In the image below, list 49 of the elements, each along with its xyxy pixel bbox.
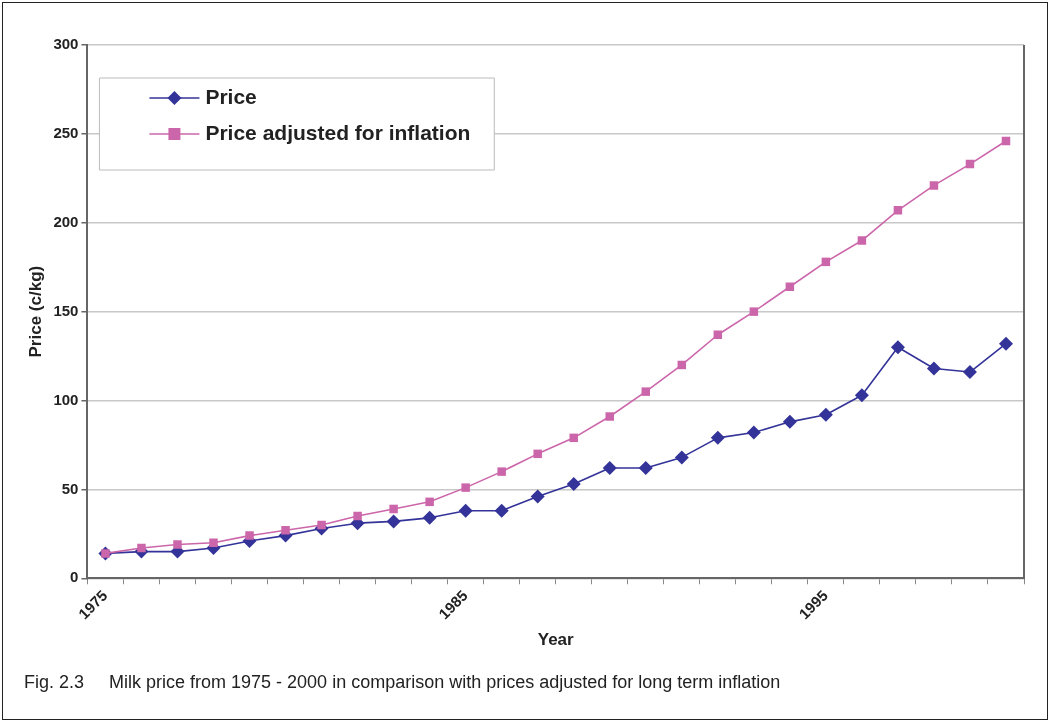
point [173, 540, 182, 549]
point [458, 503, 473, 518]
y-tick-label: 300 [53, 35, 79, 53]
point [497, 467, 506, 476]
point [245, 531, 254, 540]
point [638, 461, 653, 476]
point [317, 520, 326, 530]
point [386, 514, 401, 529]
point [533, 449, 542, 459]
point [998, 336, 1013, 351]
point [962, 365, 977, 380]
point [353, 511, 362, 521]
point [605, 412, 614, 421]
y-tick-label: 250 [53, 124, 79, 142]
caption: Fig. 2.3 Milk price from 1975 - 2000 in comparison with prices adjusted for long term inflation [24, 672, 781, 693]
point [710, 430, 725, 445]
point [602, 461, 617, 476]
point [641, 387, 651, 396]
point [926, 361, 941, 376]
point [890, 340, 905, 355]
point [746, 425, 761, 440]
point [569, 433, 578, 443]
point [281, 526, 290, 535]
legend-label: Price [205, 84, 257, 108]
point [857, 236, 867, 245]
point [893, 206, 903, 215]
point [566, 477, 581, 492]
y-tick-label: 100 [53, 390, 79, 408]
point [209, 538, 218, 547]
point [854, 388, 869, 403]
point [818, 407, 833, 422]
point [137, 543, 146, 553]
y-tick-label: 150 [53, 301, 79, 319]
y-tick-label: 50 [61, 479, 79, 497]
point [494, 503, 509, 518]
point [425, 497, 434, 507]
point [530, 489, 545, 504]
y-axis-title: Price (c/kg) [25, 265, 45, 358]
point [389, 504, 398, 514]
point [461, 483, 470, 492]
x-axis-title: Year [537, 630, 575, 650]
point [782, 414, 797, 429]
point [929, 181, 939, 190]
y-tick-label: 0 [70, 568, 79, 586]
legend-label: Price adjusted for inflation [205, 120, 471, 144]
y-tick-label: 200 [53, 212, 79, 230]
point [749, 307, 759, 316]
point [422, 510, 437, 525]
point [674, 450, 689, 465]
